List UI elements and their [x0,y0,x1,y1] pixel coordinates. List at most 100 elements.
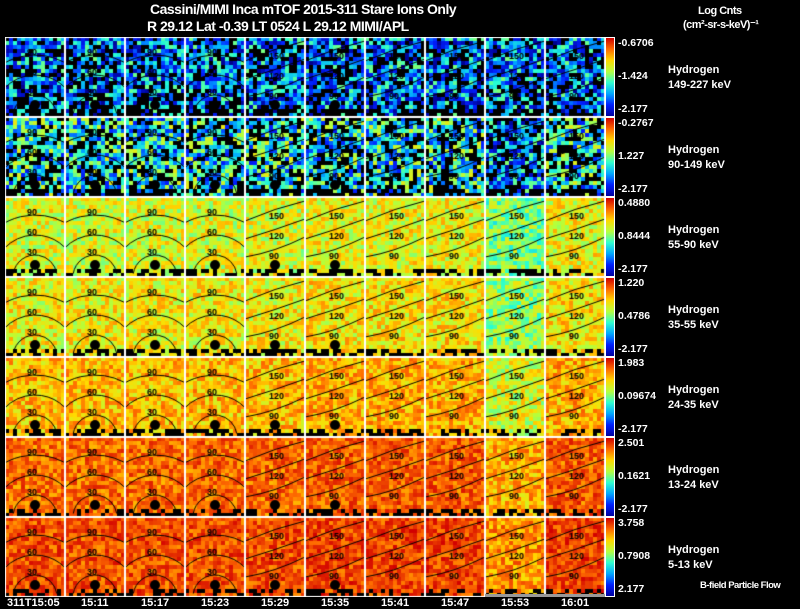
heatmap-panel [65,277,125,357]
heatmap-panel [485,197,545,277]
heatmap-panel [65,117,125,197]
heatmap-panel [485,357,545,437]
heatmap-panel [305,357,365,437]
colorbar-mid-label: 0.7908 [618,550,651,562]
species-label: Hydrogen 90-149 keV [668,143,725,173]
heatmap-panel [65,437,125,517]
energy-range: 149-227 keV [668,79,731,91]
colorbar [605,357,615,437]
heatmap-panel [305,517,365,597]
heatmap-panel [245,197,305,277]
time-tick-label: 15:47 [441,597,470,609]
time-tick-label: 15:35 [321,597,350,609]
heatmap-panel [365,277,425,357]
plot-subtitle: R 29.12 Lat -0.39 LT 0524 L 29.12 MIMI/A… [147,18,409,34]
colorbar-max-label: 2.501 [618,437,645,449]
heatmap-panel [305,37,365,117]
colorbar-min-label: 2.177 [618,583,645,595]
heatmap-panel [425,517,485,597]
colorbar-min-label: -2.177 [618,423,648,435]
species-name: Hydrogen [668,64,720,76]
colorbar-min-label: -2.177 [618,183,648,195]
heatmap-panel [305,437,365,517]
heatmap-panel [65,517,125,597]
heatmap-panel [545,197,605,277]
colorbar-min-label: -2.177 [618,263,648,275]
heatmap-panel [485,517,545,597]
heatmap-panel [545,277,605,357]
colorbar-max-label: 0.4880 [618,197,651,209]
heatmap-panel [305,117,365,197]
heatmap-panel [185,357,245,437]
colorbar-mid-label: 1.227 [618,150,645,162]
species-name: Hydrogen [668,224,720,236]
colorbar-max-label: 3.758 [618,517,645,529]
heatmap-panel [5,117,65,197]
heatmap-panel [545,37,605,117]
colorbar [605,277,615,357]
colorbar-min-label: -2.177 [618,503,648,515]
heatmap-panel [365,117,425,197]
heatmap-panel [65,357,125,437]
heatmap-panel [305,197,365,277]
colorbar-max-label: -0.2767 [618,117,654,129]
colorbar [605,437,615,517]
species-name: Hydrogen [668,304,720,316]
heatmap-panel [5,277,65,357]
heatmap-panel [545,357,605,437]
heatmap-panel [185,277,245,357]
species-label: Hydrogen 35-55 keV [668,303,719,333]
heatmap-panel [305,277,365,357]
heatmap-panel [5,37,65,117]
heatmap-panel [5,357,65,437]
colorbar-max-label: 1.220 [618,277,645,289]
time-tick-label: 15:11 [81,597,109,609]
colorbar-mid-label: -1.424 [618,70,648,82]
heatmap-panel [245,517,305,597]
heatmap-panel [365,517,425,597]
heatmap-panel [545,517,605,597]
species-label: Hydrogen 5-13 keV [668,543,719,573]
species-label: Hydrogen 55-90 keV [668,223,719,253]
colorbar [605,517,615,597]
heatmap-panel [365,357,425,437]
heatmap-panel [5,437,65,517]
energy-range: 35-55 keV [668,319,719,331]
heatmap-panel [185,437,245,517]
heatmap-panel [365,37,425,117]
heatmap-panel [245,37,305,117]
time-tick-label: 311T15:05 [7,597,60,609]
heatmap-panel [425,197,485,277]
heatmap-panel [125,357,185,437]
heatmap-panel [125,197,185,277]
heatmap-panel [485,277,545,357]
heatmap-panel [185,517,245,597]
heatmap-panel [365,437,425,517]
heatmap-panel [65,197,125,277]
heatmap-panel [425,117,485,197]
plot-title: Cassini/MIMI Inca mTOF 2015-311 Stare Io… [150,1,457,17]
heatmap-panel [185,197,245,277]
colorbar-mid-label: 0.4786 [618,310,651,322]
heatmap-panel [125,517,185,597]
colorbar-min-label: -2.177 [618,103,648,115]
time-tick-label: 15:17 [141,597,170,609]
species-label: Hydrogen 13-24 keV [668,463,719,493]
heatmap-panel [5,197,65,277]
colorbar-title: Log Cnts [698,5,742,17]
flow-legend-label: B-field Particle Flow [700,580,781,591]
heatmap-panel [365,197,425,277]
time-tick-label: 16:01 [561,597,590,609]
colorbar-mid-label: 0.09674 [618,390,656,402]
species-label: Hydrogen 149-227 keV [668,63,731,93]
heatmap-panel [125,117,185,197]
colorbar-max-label: -0.6706 [618,37,654,49]
colorbar-max-label: 1.983 [618,357,645,369]
colorbar-mid-label: 0.1621 [618,470,651,482]
time-gap-bar [485,594,605,597]
heatmap-panel [485,437,545,517]
colorbar-mid-label: 0.8444 [618,230,651,242]
energy-range: 90-149 keV [668,159,725,171]
heatmap-panel [485,37,545,117]
heatmap-panel [125,277,185,357]
